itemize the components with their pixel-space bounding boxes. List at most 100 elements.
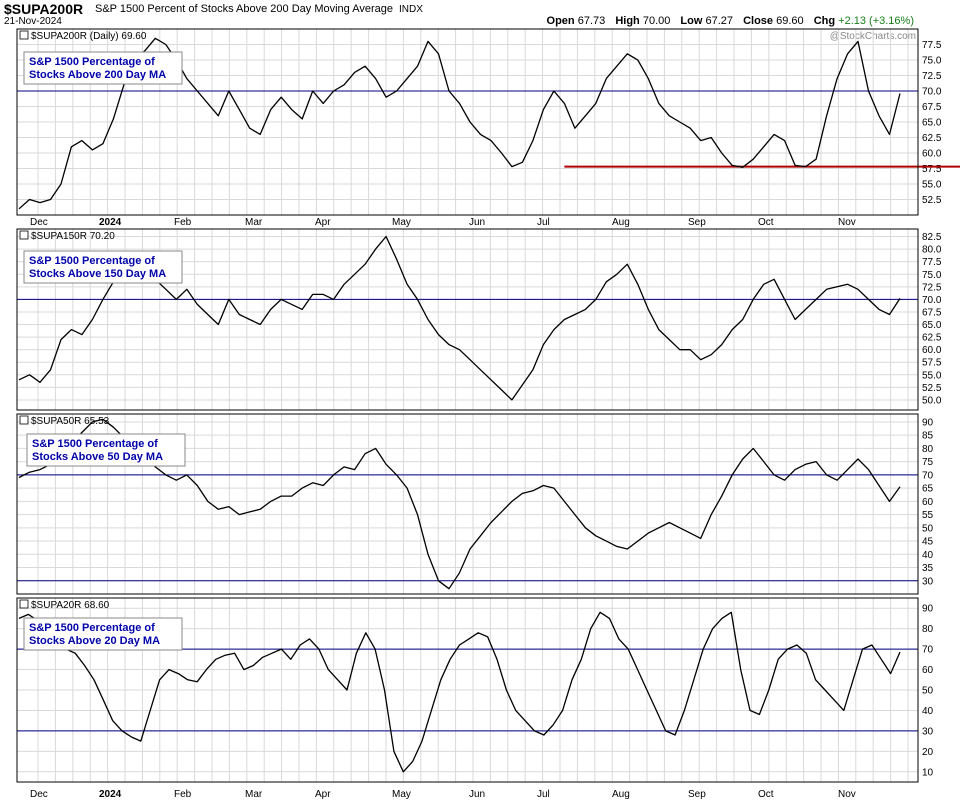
- x-tick-label: Nov: [838, 217, 856, 228]
- y-tick-label: 75.0: [922, 270, 942, 281]
- y-tick-label: 60: [922, 497, 934, 508]
- y-tick-label: 55: [922, 510, 934, 521]
- x-tick-label: Apr: [315, 789, 331, 800]
- annotation-box: [23, 51, 183, 85]
- annotation-box: [23, 617, 183, 651]
- y-tick-label: 10: [922, 767, 934, 778]
- panel-frame: [16, 413, 919, 595]
- legend-label: $SUPA150R 70.20: [31, 231, 115, 242]
- y-tick-label: 77.5: [922, 257, 942, 268]
- x-tick-label: Mar: [245, 789, 263, 800]
- close-label: Close: [743, 15, 774, 27]
- annotation-text: S&P 1500 Percentage of: [29, 255, 155, 267]
- y-tick-label: 57.5: [922, 358, 942, 369]
- y-tick-label: 90: [922, 604, 934, 615]
- series-line-supa50r: [18, 418, 901, 590]
- y-tick-label: 52.5: [922, 195, 942, 206]
- legend-swatch: [19, 599, 29, 609]
- open-label: Open: [546, 15, 575, 27]
- annotation-text: S&P 1500 Percentage of: [29, 622, 155, 634]
- y-tick-label: 50: [922, 686, 934, 697]
- x-tick-label: May: [392, 789, 411, 800]
- x-tick-label: Dec: [30, 217, 48, 228]
- y-tick-label: 80.0: [922, 245, 942, 256]
- y-tick-label: 75.0: [922, 56, 942, 67]
- annotation-box: [26, 433, 186, 467]
- y-tick-label: 67.5: [922, 307, 942, 318]
- description-text: S&P 1500 Percent of Stocks Above 200 Day…: [95, 3, 394, 15]
- y-tick-label: 60: [922, 665, 934, 676]
- y-tick-label: 80: [922, 444, 934, 455]
- y-tick-label: 30: [922, 576, 934, 587]
- x-axis-bottom: Dec 2024 Feb Mar Apr May Jun Jul Aug Sep Oct Nov: [30, 789, 856, 800]
- y-tick-label: 80: [922, 624, 934, 635]
- y-tick-label: 30: [922, 726, 934, 737]
- y-tick-label: 50.0: [922, 395, 942, 406]
- y-tick-label: 40: [922, 706, 934, 717]
- legend-label: $SUPA20R 68.60: [31, 600, 110, 611]
- annotation-text: S&P 1500 Percentage of: [29, 56, 155, 68]
- chart-description: S&P 1500 Percent of Stocks Above 200 Day…: [95, 3, 423, 15]
- panel-frame: [16, 28, 919, 216]
- open-value: 67.73: [577, 15, 606, 27]
- x-tick-label: Feb: [174, 217, 192, 228]
- x-tick-label: Feb: [174, 789, 192, 800]
- x-tick-label: Oct: [758, 789, 774, 800]
- exchange-label: INDX: [399, 4, 423, 15]
- y-tick-label: 85: [922, 431, 934, 442]
- annotation-text: Stocks Above 50 Day MA: [32, 451, 163, 463]
- y-tick-label: 70.0: [922, 295, 942, 306]
- panel-legend: $SUPA200R (Daily) 69.60: [19, 30, 147, 42]
- y-tick-label: 70: [922, 470, 934, 481]
- annotation-text: Stocks Above 200 Day MA: [29, 69, 166, 81]
- panel-legend: $SUPA20R 68.60: [19, 599, 110, 611]
- y-tick-label: 52.5: [922, 383, 942, 394]
- panel-supa200r: 52.5 55.0 57.5 60.0 62.5 65.0 67.5 70.0 72.5 75.0…: [16, 28, 960, 216]
- y-tick-label: 90: [922, 417, 934, 428]
- high-value: 70.00: [642, 15, 671, 27]
- x-tick-label: 2024: [99, 217, 122, 228]
- y-tick-label: 62.5: [922, 133, 942, 144]
- y-tick-label: 72.5: [922, 71, 942, 82]
- legend-label: $SUPA50R 65.53: [31, 416, 110, 427]
- y-tick-label: 60.0: [922, 345, 942, 356]
- y-tick-label: 65.0: [922, 118, 942, 129]
- x-tick-label: May: [392, 217, 411, 228]
- y-tick-label: 62.5: [922, 333, 942, 344]
- x-tick-label: Jun: [469, 217, 485, 228]
- y-tick-label: 67.5: [922, 102, 942, 113]
- y-tick-label: 55.0: [922, 180, 942, 191]
- low-value: 67.27: [705, 15, 734, 27]
- high-label: High: [615, 15, 640, 27]
- y-tick-label: 60.0: [922, 149, 942, 160]
- panel-frame: [16, 228, 919, 411]
- panel-supa20r: 10 20 30 40 50 60 70 80 90 $SUPA20R 68.60 S&P 1500…: [16, 597, 934, 783]
- legend-swatch: [19, 30, 29, 40]
- y-tick-label: 40: [922, 550, 934, 561]
- ohlc-readout: Open 67.73 High 70.00 Low 67.27 Close 69…: [547, 15, 914, 27]
- y-tick-label: 55.0: [922, 370, 942, 381]
- x-tick-label: Aug: [612, 789, 630, 800]
- x-tick-label: 2024: [99, 789, 122, 800]
- annotation-text: S&P 1500 Percentage of: [32, 438, 158, 450]
- chart-date: 21-Nov-2024: [4, 16, 62, 27]
- y-tick-label: 57.5: [922, 164, 942, 175]
- y-tick-label: 75: [922, 457, 934, 468]
- change-label: Chg: [813, 15, 836, 27]
- panel-supa50r: 30 35 40 45 50 55 60 65 70 75 80 85 90 $SUPA50R 65.53…: [16, 413, 934, 595]
- panel-supa150r: 50.052.5 55.057.5 60.062.5 65.0 67.570.0 72.5…: [16, 228, 942, 411]
- x-tick-label: Jun: [469, 789, 485, 800]
- y-tick-label: 35: [922, 563, 934, 574]
- x-tick-label: Mar: [245, 217, 263, 228]
- y-tick-label: 65.0: [922, 320, 942, 331]
- y-tick-label: 70.0: [922, 87, 942, 98]
- y-tick-label: 72.5: [922, 282, 942, 293]
- y-tick-label: 45: [922, 537, 934, 548]
- close-value: 69.60: [776, 15, 804, 27]
- series-line-supa20r: [18, 611, 901, 773]
- x-tick-label: Sep: [688, 217, 706, 228]
- x-tick-label: Jul: [537, 789, 550, 800]
- y-tick-label: 65: [922, 484, 934, 495]
- legend-swatch: [19, 415, 29, 425]
